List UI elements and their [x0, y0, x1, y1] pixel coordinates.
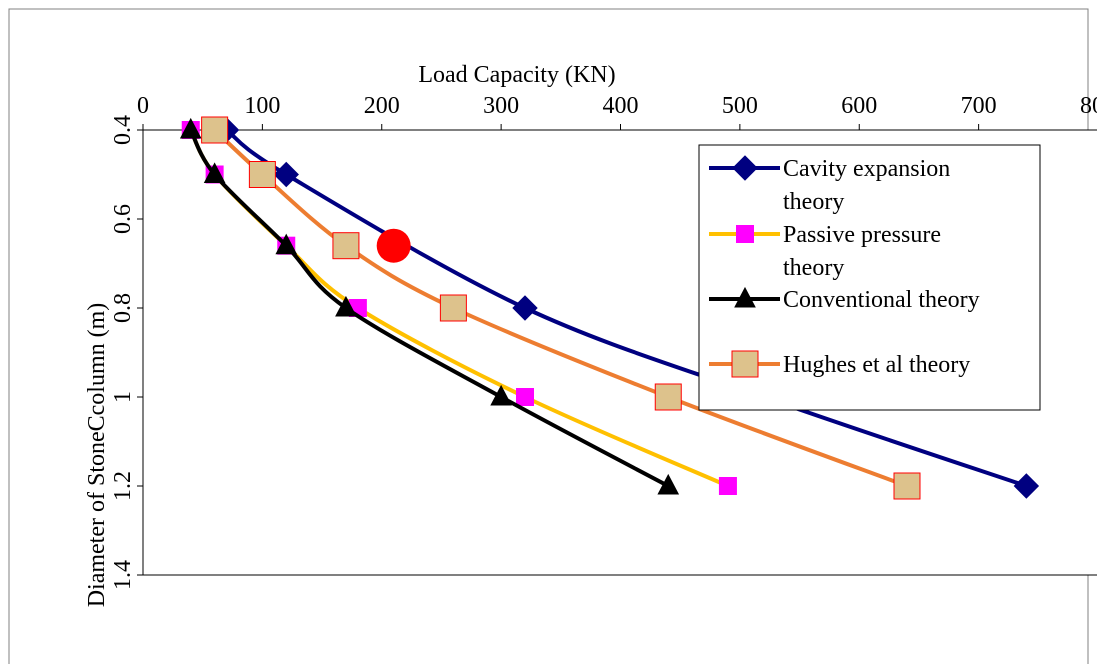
data-point — [273, 161, 299, 188]
x-tick-label: 600 — [841, 93, 877, 119]
y-tick-label: 1.2 — [110, 471, 136, 501]
y-tick-label: 0.8 — [110, 293, 136, 323]
x-tick-label: 100 — [244, 93, 280, 119]
legend-label-line: theory — [783, 189, 844, 215]
data-point — [179, 117, 202, 139]
legend-label-line: theory — [783, 255, 844, 281]
x-tick-label: 300 — [483, 93, 519, 119]
y-axis-ticks: 0.4 0.6 0.8 1 1.2 1.4 — [110, 115, 143, 590]
x-tick-label: 400 — [603, 93, 639, 119]
data-point — [516, 388, 534, 406]
x-axis-ticks: 0 100 200 300 400 500 600 700 800 — [137, 93, 1097, 130]
x-axis-title: Load Capacity (KN) — [418, 62, 615, 88]
data-point — [275, 233, 298, 255]
data-point — [248, 161, 276, 188]
legend-item-2: Conventional theory — [709, 286, 980, 313]
series-2 — [179, 117, 680, 495]
legend: Cavity expansion theory Passive pressure th… — [698, 144, 1041, 411]
data-point — [332, 232, 360, 260]
legend-label: Conventional theory — [783, 287, 980, 313]
series-layer — [179, 116, 1040, 500]
x-tick-label: 700 — [961, 93, 997, 119]
annotation-dot — [376, 228, 411, 263]
data-point — [654, 383, 682, 411]
legend-item-1: Passive pressure theory — [709, 222, 941, 281]
data-point — [893, 472, 921, 500]
legend-label-line: Cavity expansion — [783, 156, 950, 182]
data-point — [203, 162, 226, 183]
y-tick-label: 0.4 — [110, 115, 136, 145]
data-point — [335, 295, 357, 317]
legend-label: Passive pressure theory — [783, 222, 941, 281]
legend-item-0: Cavity expansion theory — [709, 155, 950, 215]
data-point — [512, 295, 538, 321]
data-point — [490, 384, 512, 406]
legend-item-3: Hughes et al theory — [709, 350, 970, 378]
legend-swatch-marker — [732, 155, 758, 181]
legend-label-line: Passive pressure — [783, 222, 941, 248]
x-tick-label: 800 — [1080, 93, 1097, 119]
series-3 — [201, 116, 921, 500]
y-tick-label: 0.6 — [110, 204, 136, 234]
legend-swatch-marker — [736, 225, 754, 243]
data-point — [201, 116, 229, 144]
legend-swatch-marker — [734, 286, 756, 308]
data-point — [718, 477, 737, 495]
y-axis-title: Diameter of StoneCcolumn (m) — [84, 303, 110, 608]
legend-label: Hughes et al theory — [783, 352, 970, 378]
y-tick-label: 1 — [110, 391, 136, 403]
data-point — [657, 473, 680, 495]
legend-label: Cavity expansion theory — [783, 156, 950, 215]
y-tick-label: 1.4 — [110, 560, 136, 590]
data-point — [439, 294, 467, 322]
annotation-layer — [376, 228, 411, 263]
legend-swatch-marker — [731, 350, 759, 378]
x-tick-label: 200 — [364, 93, 400, 119]
x-tick-label: 500 — [722, 93, 758, 119]
data-point — [1013, 473, 1040, 499]
legend-items: Cavity expansion theory Passive pressure th… — [709, 155, 980, 378]
x-tick-label: 0 — [137, 93, 149, 119]
